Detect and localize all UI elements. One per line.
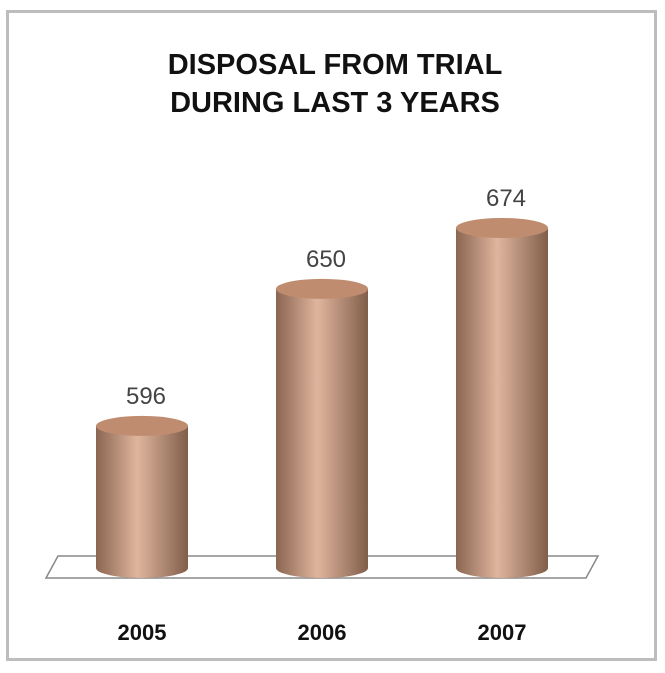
chart-title: DISPOSAL FROM TRIAL DURING LAST 3 YEARS (167, 49, 503, 119)
bar (96, 425, 188, 578)
value-label: 674 (486, 185, 526, 212)
bar (456, 227, 548, 578)
value-label: 596 (126, 383, 166, 410)
x-tick-label: 2006 (298, 620, 347, 645)
x-tick-label: 2005 (118, 620, 167, 645)
bar-top (96, 415, 188, 436)
bar (276, 288, 368, 578)
value-label: 650 (306, 246, 346, 273)
chart-frame (6, 10, 657, 661)
bar-top (456, 217, 548, 238)
bar-top (276, 278, 368, 299)
x-tick-label: 2007 (478, 620, 527, 645)
